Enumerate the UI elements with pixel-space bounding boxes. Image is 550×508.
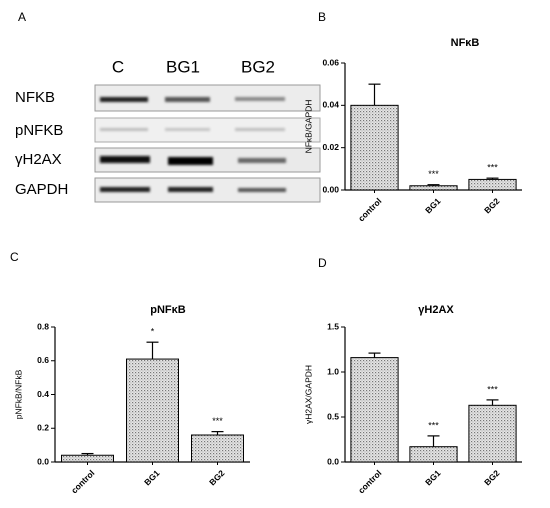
lane-label: C xyxy=(112,57,124,76)
y-tick-label: 0.06 xyxy=(322,57,339,67)
y-tick-label: 0.00 xyxy=(322,184,339,194)
y-tick-label: 0.6 xyxy=(37,355,49,365)
bands xyxy=(100,97,286,192)
row-label: pNFKB xyxy=(15,122,63,139)
y-axis-label: pNFkB/NFkB xyxy=(13,369,23,419)
x-tick-label: control xyxy=(356,196,383,223)
row-label: GAPDH xyxy=(15,181,68,198)
y-axis-label: NFκB/GAPDH xyxy=(303,100,313,154)
lane-label: BG2 xyxy=(241,57,275,76)
y-tick-label: 0.04 xyxy=(322,100,339,110)
bar xyxy=(409,185,458,191)
bar xyxy=(350,357,399,463)
panel-label: C xyxy=(10,250,19,264)
x-tick-label: control xyxy=(69,468,96,495)
bar xyxy=(191,434,244,463)
lane-label: BG1 xyxy=(166,57,200,76)
chart-title: NFκB xyxy=(451,37,480,49)
y-tick-label: 0.8 xyxy=(37,321,49,331)
x-tick-label: BG2 xyxy=(207,468,227,488)
significance: *** xyxy=(212,416,223,426)
bar xyxy=(61,454,114,463)
y-tick-label: 0.4 xyxy=(37,389,49,399)
significance: *** xyxy=(487,163,498,173)
bar xyxy=(468,404,517,463)
blot: C BG1 BG2 NFKB pNFKB γH2AX GAPDH xyxy=(15,57,321,203)
y-tick-label: 0.2 xyxy=(37,423,49,433)
chart-title: γH2AX xyxy=(418,304,454,316)
bar xyxy=(126,358,179,463)
x-tick-label: BG2 xyxy=(482,196,502,216)
x-tick-label: control xyxy=(356,468,383,495)
row-label: γH2AX xyxy=(15,151,62,168)
y-tick-label: 0.02 xyxy=(322,142,339,152)
y-tick-label: 0.5 xyxy=(327,411,339,421)
significance: *** xyxy=(428,420,439,430)
y-tick-label: 0.0 xyxy=(327,456,339,466)
x-tick-label: BG1 xyxy=(142,468,162,488)
x-tick-label: BG1 xyxy=(423,196,443,216)
panel-label: D xyxy=(318,256,327,270)
bar xyxy=(409,446,458,463)
x-tick-label: BG1 xyxy=(423,468,443,488)
x-tick-label: BG2 xyxy=(482,468,502,488)
bar xyxy=(468,178,517,191)
y-tick-label: 0.0 xyxy=(37,456,49,466)
significance: *** xyxy=(428,169,439,179)
y-axis-label: γH2AX/GAPDH xyxy=(303,365,313,424)
y-tick-label: 1.0 xyxy=(327,366,339,376)
significance: * xyxy=(151,327,155,337)
y-tick-label: 1.5 xyxy=(327,321,339,331)
chart-title: pNFκB xyxy=(150,304,186,316)
significance: *** xyxy=(487,384,498,394)
panel-label: A xyxy=(18,10,26,24)
panel-label: B xyxy=(318,10,326,24)
bar xyxy=(350,104,399,191)
row-label: NFKB xyxy=(15,89,55,106)
